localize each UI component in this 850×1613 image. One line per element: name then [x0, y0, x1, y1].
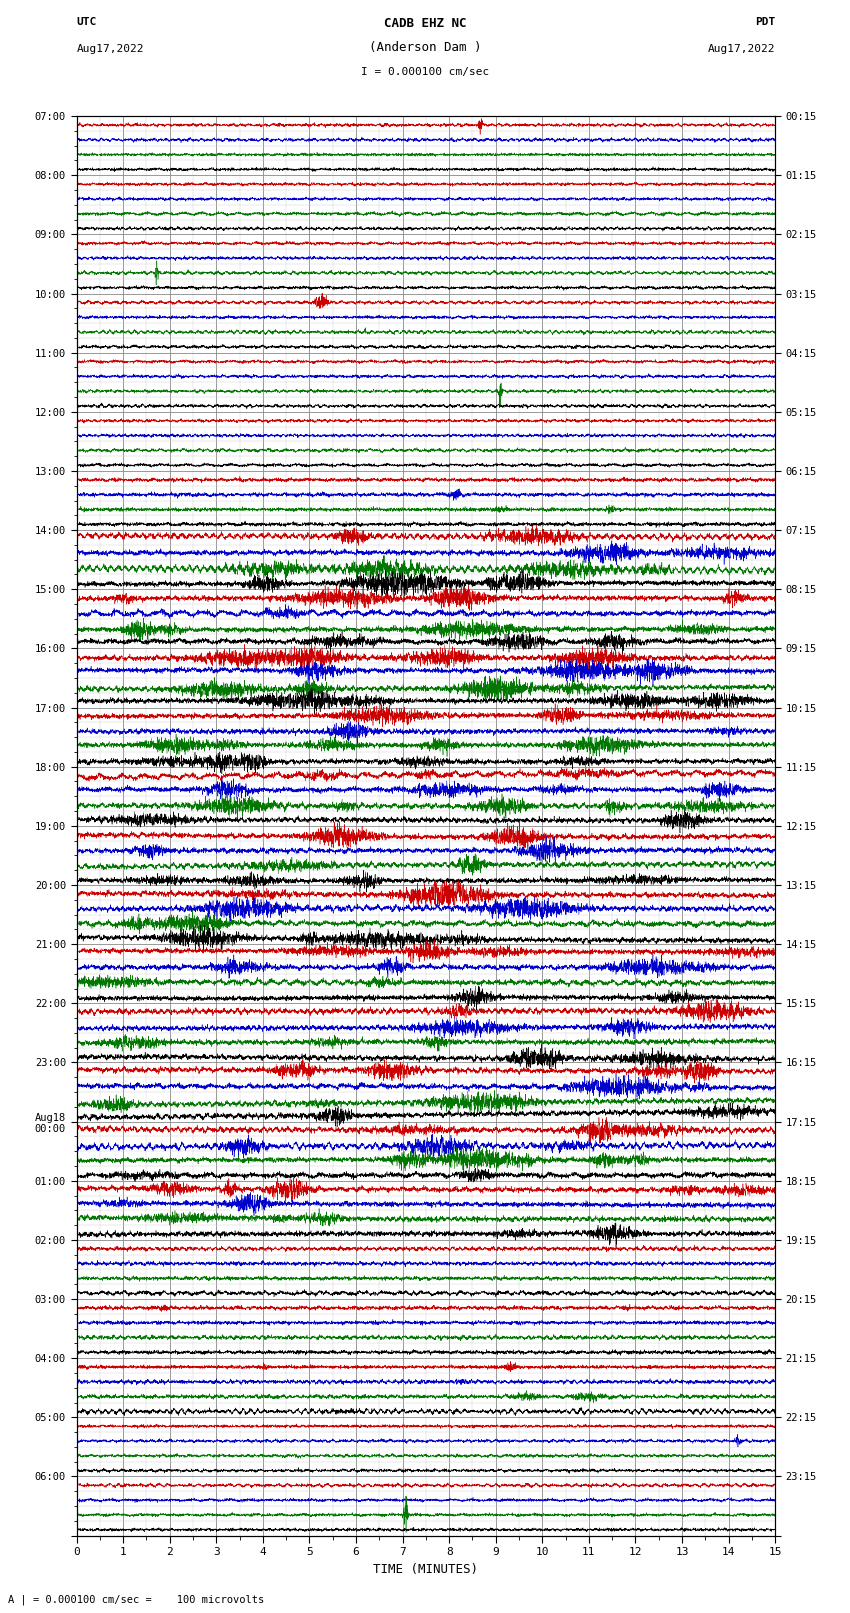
- Text: (Anderson Dam ): (Anderson Dam ): [369, 40, 481, 53]
- Text: Aug17,2022: Aug17,2022: [76, 44, 144, 55]
- Text: PDT: PDT: [755, 18, 775, 27]
- Text: A | = 0.000100 cm/sec =    100 microvolts: A | = 0.000100 cm/sec = 100 microvolts: [8, 1594, 264, 1605]
- Text: UTC: UTC: [76, 18, 97, 27]
- Text: CADB EHZ NC: CADB EHZ NC: [383, 18, 467, 31]
- Text: Aug17,2022: Aug17,2022: [708, 44, 775, 55]
- X-axis label: TIME (MINUTES): TIME (MINUTES): [373, 1563, 479, 1576]
- Text: I = 0.000100 cm/sec: I = 0.000100 cm/sec: [361, 68, 489, 77]
